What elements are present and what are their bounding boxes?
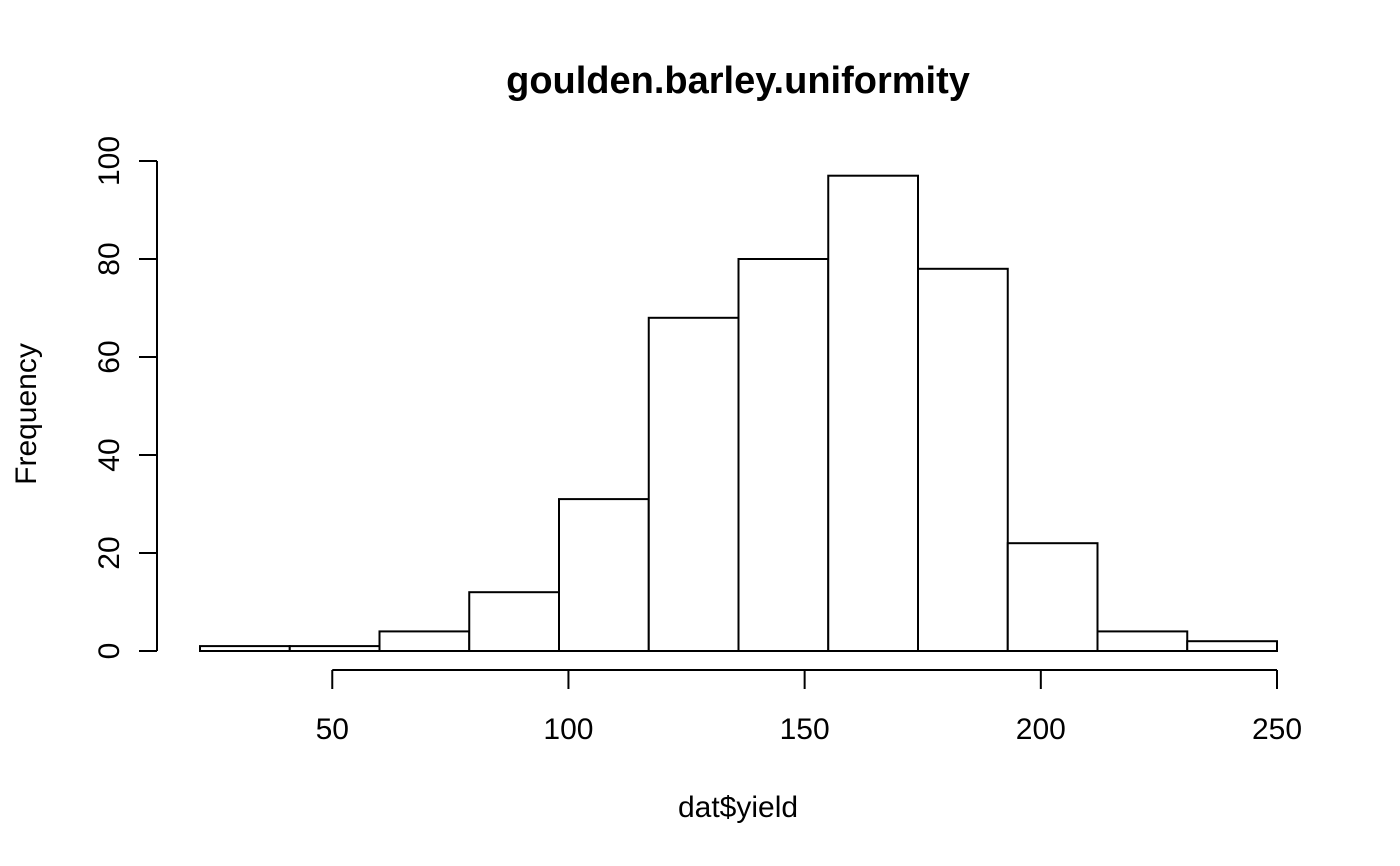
- histogram-bar: [558, 498, 650, 652]
- x-tick-label: 50: [316, 713, 349, 746]
- histogram-bar: [827, 174, 919, 652]
- y-tick-label: 20: [93, 536, 126, 569]
- x-axis: 50 100 150 200 250: [316, 669, 1302, 746]
- y-tick-label: 0: [93, 643, 126, 660]
- histogram-bar: [647, 316, 740, 652]
- y-tick-label: 40: [93, 438, 126, 471]
- x-tick-label: 200: [1016, 713, 1066, 746]
- histogram-bar: [1186, 640, 1278, 653]
- x-tick-label: 250: [1252, 713, 1302, 746]
- y-axis: 0 20 40 60 80 100: [93, 136, 158, 660]
- histogram-bar: [288, 645, 381, 652]
- y-axis-label: Frequency: [10, 343, 43, 485]
- y-tick-label: 100: [93, 136, 126, 186]
- histogram-bar: [1096, 630, 1189, 653]
- y-tick-label: 60: [93, 340, 126, 373]
- histogram-bar: [199, 645, 291, 652]
- histogram-bar: [378, 630, 471, 653]
- chart-title: goulden.barley.uniformity: [506, 60, 970, 102]
- histogram-bar: [737, 258, 830, 652]
- x-tick-label: 100: [543, 713, 593, 746]
- y-tick-label: 80: [93, 242, 126, 275]
- histogram-bars: [199, 174, 1278, 653]
- histogram-bar: [1006, 542, 1099, 653]
- x-axis-label: dat$yield: [678, 791, 798, 824]
- histogram-bar: [468, 591, 560, 653]
- x-tick-label: 150: [780, 713, 830, 746]
- histogram-bar: [917, 267, 1009, 652]
